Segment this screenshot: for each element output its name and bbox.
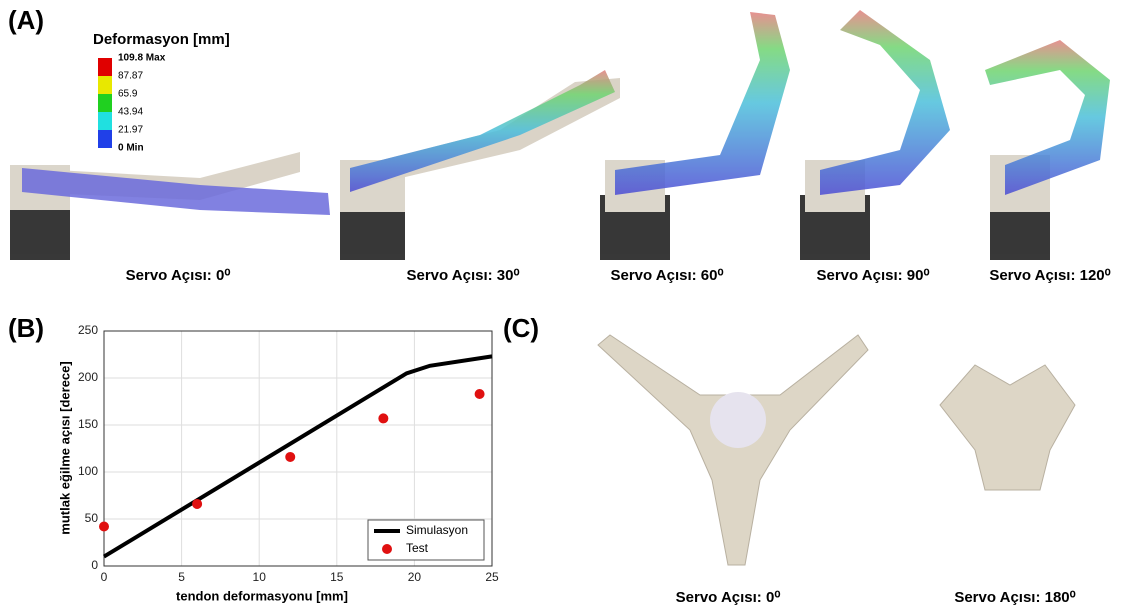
point bbox=[285, 452, 295, 462]
point bbox=[99, 522, 109, 532]
legend-swatch bbox=[382, 544, 392, 554]
caption: Servo Açısı: 90⁰ bbox=[816, 267, 929, 284]
y-axis-label: mutlak eğilme açısı [derece] bbox=[57, 361, 72, 534]
panel-label: (B) bbox=[8, 313, 44, 343]
x-axis-label: tendon deformasyonu [mm] bbox=[176, 588, 348, 603]
caption: Servo Açısı: 60⁰ bbox=[610, 267, 723, 284]
point bbox=[192, 499, 202, 509]
colorbar-label: 43.94 bbox=[118, 107, 143, 118]
colorbar-label: 65.9 bbox=[118, 89, 138, 100]
caption: Servo Açısı: 180⁰ bbox=[954, 589, 1075, 606]
caption: Servo Açısı: 30⁰ bbox=[406, 267, 519, 284]
y-tick-label: 100 bbox=[78, 464, 98, 478]
x-tick-label: 25 bbox=[485, 570, 499, 584]
colorbar-label: 87.87 bbox=[118, 71, 143, 82]
colorbar-label: 21.97 bbox=[118, 125, 143, 136]
x-tick-label: 5 bbox=[178, 570, 185, 584]
colorbar-label: 0 Min bbox=[118, 143, 144, 154]
point bbox=[378, 413, 388, 423]
x-tick-label: 15 bbox=[330, 570, 344, 584]
caption: Servo Açısı: 120⁰ bbox=[989, 267, 1110, 284]
robot-images-c bbox=[598, 335, 1075, 565]
x-tick-label: 0 bbox=[101, 570, 108, 584]
x-tick-label: 10 bbox=[253, 570, 267, 584]
y-tick-label: 150 bbox=[78, 417, 98, 431]
colorbar-label: 109.8 Max bbox=[118, 53, 166, 64]
caption: Servo Açısı: 0⁰ bbox=[126, 267, 231, 284]
caption: Servo Açısı: 0⁰ bbox=[676, 589, 781, 606]
figure: (A) (B) (C) Deformasyon [mm] tendon defo… bbox=[0, 0, 1127, 610]
panel-label: (A) bbox=[8, 5, 44, 35]
point bbox=[475, 389, 485, 399]
y-tick-label: 0 bbox=[91, 558, 98, 572]
legend-label: Test bbox=[406, 541, 429, 555]
panel-label: (C) bbox=[503, 313, 539, 343]
y-tick-label: 200 bbox=[78, 370, 98, 384]
legend-label: Simulasyon bbox=[406, 523, 468, 537]
colorbar-title: Deformasyon [mm] bbox=[93, 31, 230, 48]
y-tick-label: 50 bbox=[85, 511, 99, 525]
x-tick-label: 20 bbox=[408, 570, 422, 584]
y-tick-label: 250 bbox=[78, 323, 98, 337]
colorbar-swatches bbox=[98, 58, 112, 148]
